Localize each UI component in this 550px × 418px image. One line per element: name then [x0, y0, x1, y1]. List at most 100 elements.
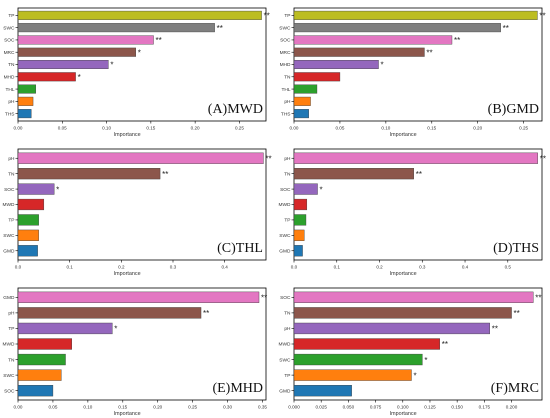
x-tick-label: 0.15	[146, 126, 155, 131]
y-tick-label: SWC	[3, 373, 15, 379]
y-tick-label: MRC	[280, 50, 291, 56]
x-tick-label: 0.3	[419, 265, 426, 270]
bar-ph	[293, 152, 538, 164]
x-tick-label: 0.25	[188, 405, 197, 410]
significance-marker: **	[264, 12, 270, 21]
bar-mwd	[293, 338, 440, 350]
panel-label: (E)MHD	[212, 381, 263, 396]
bar-swc	[293, 23, 501, 33]
bar-gmd	[17, 291, 260, 303]
x-tick-label: 0.10	[102, 126, 111, 131]
bar-swc	[17, 23, 215, 33]
y-tick-label: GMD	[279, 248, 291, 254]
significance-marker: *	[110, 61, 113, 70]
y-tick-label: THS	[281, 111, 291, 117]
bar-tp	[293, 369, 412, 381]
x-tick-label: 0.025	[315, 405, 327, 410]
bar-ths	[17, 109, 32, 119]
significance-marker: **	[217, 24, 223, 33]
chart-panel-5: 0.00 0.05 0.10 0.15 0.20 0.25 0.30 0.35 Importan…	[3, 287, 267, 417]
x-tick-label: 0.25	[519, 126, 528, 131]
x-tick-label: 0.2	[376, 265, 383, 270]
bar-swc	[293, 229, 305, 241]
y-tick-label: SOC	[280, 295, 291, 301]
chart-panel-2: 0.00 0.05 0.10 0.15 0.20 0.25 Importance TP ** SW…	[279, 7, 546, 138]
x-tick-label: 0.150	[451, 405, 463, 410]
significance-marker: **	[535, 294, 541, 303]
x-tick-label: 0.100	[397, 405, 409, 410]
bar-swc	[17, 369, 62, 381]
bar-swc	[293, 353, 423, 366]
x-axis-label: Importance	[114, 132, 141, 138]
x-tick-label: 0.000	[288, 405, 300, 410]
bar-mwd	[293, 198, 308, 211]
bar-tn	[17, 353, 66, 366]
significance-marker: **	[261, 294, 267, 303]
y-tick-label: pH	[284, 156, 291, 162]
significance-marker: *	[413, 371, 416, 380]
x-tick-label: 0.05	[335, 126, 344, 131]
significance-marker: *	[424, 356, 427, 365]
chart-panel-3: 0.0 0.1 0.2 0.3 0.4 Importance pH ** TN ** SOC * MWD…	[3, 148, 272, 277]
x-tick-label: 0.125	[424, 405, 436, 410]
bar-ph	[293, 322, 490, 335]
x-tick-label: 0.25	[235, 126, 244, 131]
bar-ph	[17, 96, 34, 106]
y-tick-label: TP	[8, 326, 14, 332]
bar-tp	[293, 10, 538, 20]
y-tick-label: TP	[284, 218, 290, 224]
bar-ths	[293, 109, 309, 119]
bar-tp	[293, 214, 307, 226]
x-tick-label: 0.2	[118, 265, 125, 270]
significance-marker: **	[454, 36, 460, 45]
x-tick-label: 0.200	[506, 405, 518, 410]
bar-ph	[17, 307, 202, 319]
x-tick-label: 0.20	[153, 405, 162, 410]
y-tick-label: MHD	[4, 74, 15, 80]
y-tick-label: pH	[284, 99, 291, 105]
y-tick-label: TN	[8, 171, 15, 177]
y-tick-label: TP	[284, 13, 290, 19]
significance-marker: *	[114, 325, 117, 334]
significance-marker: **	[540, 154, 546, 163]
x-axis-label: Importance	[390, 411, 417, 417]
y-tick-label: pH	[8, 156, 15, 162]
x-tick-label: 0.0	[15, 265, 22, 270]
y-tick-label: MRC	[4, 50, 15, 56]
bar-tn	[293, 168, 414, 180]
bar-gmd	[293, 385, 352, 397]
bar-ph	[17, 152, 264, 164]
y-tick-label: SWC	[279, 357, 291, 363]
x-tick-label: 0.3	[170, 265, 177, 270]
bar-gmd	[17, 245, 38, 257]
y-tick-label: SOC	[4, 187, 15, 193]
bar-mhd	[293, 60, 379, 69]
y-tick-label: MHD	[280, 62, 291, 68]
x-tick-label: 0.10	[381, 126, 390, 131]
x-tick-label: 0.1	[334, 265, 341, 270]
bar-tp	[17, 10, 262, 20]
x-tick-label: 0.15	[427, 126, 436, 131]
y-tick-label: TN	[284, 171, 291, 177]
y-tick-label: TN	[8, 62, 15, 68]
x-tick-label: 0.15	[118, 405, 127, 410]
significance-marker: *	[138, 48, 141, 57]
x-tick-label: 0.4	[462, 265, 469, 270]
y-tick-label: TN	[284, 74, 291, 80]
bar-thl	[17, 84, 36, 94]
y-tick-label: SWC	[279, 233, 291, 239]
x-tick-label: 0.00	[14, 126, 23, 131]
x-tick-label: 0.0	[291, 265, 298, 270]
y-tick-label: TN	[284, 311, 291, 317]
bar-soc	[17, 35, 154, 45]
significance-marker: **	[492, 325, 498, 334]
x-tick-label: 0.35	[258, 405, 267, 410]
y-tick-label: SOC	[4, 388, 15, 394]
y-tick-label: SWC	[3, 233, 15, 239]
bar-mwd	[17, 338, 72, 350]
significance-marker: **	[156, 36, 162, 45]
significance-marker: **	[514, 309, 520, 318]
y-tick-label: THS	[5, 111, 15, 117]
